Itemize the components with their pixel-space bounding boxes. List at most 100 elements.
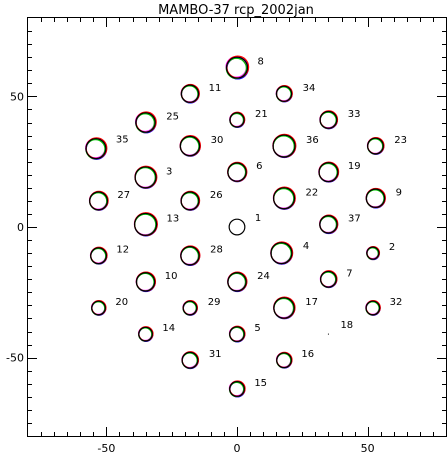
beam-label: 27 <box>117 190 130 201</box>
beam-20 <box>90 300 107 316</box>
beam-ring <box>229 381 245 397</box>
beam-ring <box>134 166 157 189</box>
beam-label: 12 <box>116 245 129 256</box>
beam-ring <box>366 246 380 260</box>
beam-ring <box>135 112 156 133</box>
beam-label: 9 <box>396 187 402 198</box>
beam-ring <box>225 56 249 79</box>
beam-37 <box>319 214 339 235</box>
beam-15 <box>228 380 246 398</box>
beam-label: 4 <box>303 241 309 252</box>
beam-ring <box>275 85 293 102</box>
beam-label: 22 <box>305 187 318 198</box>
beam-ring <box>273 297 295 319</box>
beam-19 <box>318 161 340 183</box>
beam-33 <box>319 110 339 130</box>
beam-ring <box>227 272 247 292</box>
beam-label: 23 <box>394 135 407 146</box>
beam-label: 35 <box>116 135 129 146</box>
beam-label: 15 <box>254 378 267 389</box>
beam-label: 7 <box>346 268 352 279</box>
plot-frame <box>27 17 447 437</box>
beam-label: 33 <box>348 109 361 120</box>
beam-ring <box>320 270 337 288</box>
beam-label: 8 <box>257 57 263 68</box>
x-tick-label: -50 <box>97 442 115 454</box>
x-tick-label: 50 <box>361 442 375 454</box>
beam-label: 17 <box>305 297 318 308</box>
beam-ring <box>318 162 339 183</box>
beam-ring <box>180 191 200 211</box>
beam-22 <box>272 186 296 210</box>
beam-label: 19 <box>348 161 361 172</box>
beam-ring <box>367 137 384 155</box>
beam-label: 18 <box>340 320 353 331</box>
beam-label: 25 <box>166 112 179 123</box>
beam-4 <box>270 241 294 265</box>
beam-10 <box>135 271 157 293</box>
beam-12 <box>89 246 108 265</box>
beam-ring <box>179 135 201 157</box>
beam-ring <box>180 245 200 266</box>
beam-29 <box>182 300 199 316</box>
beam-32 <box>365 300 381 316</box>
beam-ring <box>227 162 247 182</box>
beam-label: 1 <box>255 213 261 224</box>
beam-27 <box>88 190 109 211</box>
beam-ring <box>91 300 106 316</box>
beam-1 <box>228 218 246 236</box>
beam-24 <box>227 271 248 293</box>
beam-label: 11 <box>209 83 222 94</box>
beam-31 <box>181 351 200 370</box>
beam-label: 37 <box>348 213 361 224</box>
beam-label: 24 <box>257 271 270 282</box>
beam-17 <box>273 296 296 320</box>
beam-23 <box>366 136 385 155</box>
beam-ring <box>135 272 156 292</box>
beam-labels: 1234567891011121314151617181920212223242… <box>115 57 407 389</box>
beam-14 <box>137 326 154 342</box>
beam-ring <box>180 84 200 103</box>
y-tick-label: 0 <box>17 221 24 234</box>
beam-ring <box>272 187 296 210</box>
x-tick-label: 0 <box>234 442 241 454</box>
beam-30 <box>179 135 201 157</box>
beam-26 <box>180 190 201 211</box>
beam-ring <box>181 351 199 369</box>
beam-ring <box>138 326 153 342</box>
axis-ticks: -50 0 50 -50 0 50 <box>6 18 446 454</box>
beam-28 <box>180 245 201 266</box>
beam-ring <box>90 247 107 265</box>
beam-ring <box>133 212 158 236</box>
beam-label: 16 <box>301 349 314 360</box>
beam-ring <box>365 300 381 316</box>
beam-21 <box>229 111 246 128</box>
beam-8 <box>225 55 250 80</box>
beam-label: 26 <box>210 190 223 201</box>
beam-ring <box>182 300 198 316</box>
beam-label: 21 <box>255 109 268 120</box>
beam-ring <box>270 242 293 265</box>
beam-ring <box>276 352 292 369</box>
beam-7 <box>319 270 338 289</box>
beam-5 <box>228 325 246 343</box>
beam-ring <box>89 191 109 211</box>
beam-label: 20 <box>115 297 128 308</box>
beam-label: 13 <box>167 213 180 224</box>
beam-label: 6 <box>256 161 262 172</box>
beam-9 <box>365 187 386 209</box>
beam-13 <box>133 212 158 237</box>
beam-label: 34 <box>303 83 316 94</box>
beam-ring <box>319 215 338 234</box>
beam-label: 14 <box>162 323 175 334</box>
beam-16 <box>275 351 293 369</box>
beam-ring <box>228 218 246 236</box>
beam-label: 10 <box>165 271 178 282</box>
beam-label: 30 <box>211 135 224 146</box>
beam-35 <box>85 137 108 160</box>
beam-label: 3 <box>166 166 172 177</box>
beam-circles <box>85 55 386 398</box>
beam-label: 29 <box>208 297 221 308</box>
beam-3 <box>134 165 158 189</box>
